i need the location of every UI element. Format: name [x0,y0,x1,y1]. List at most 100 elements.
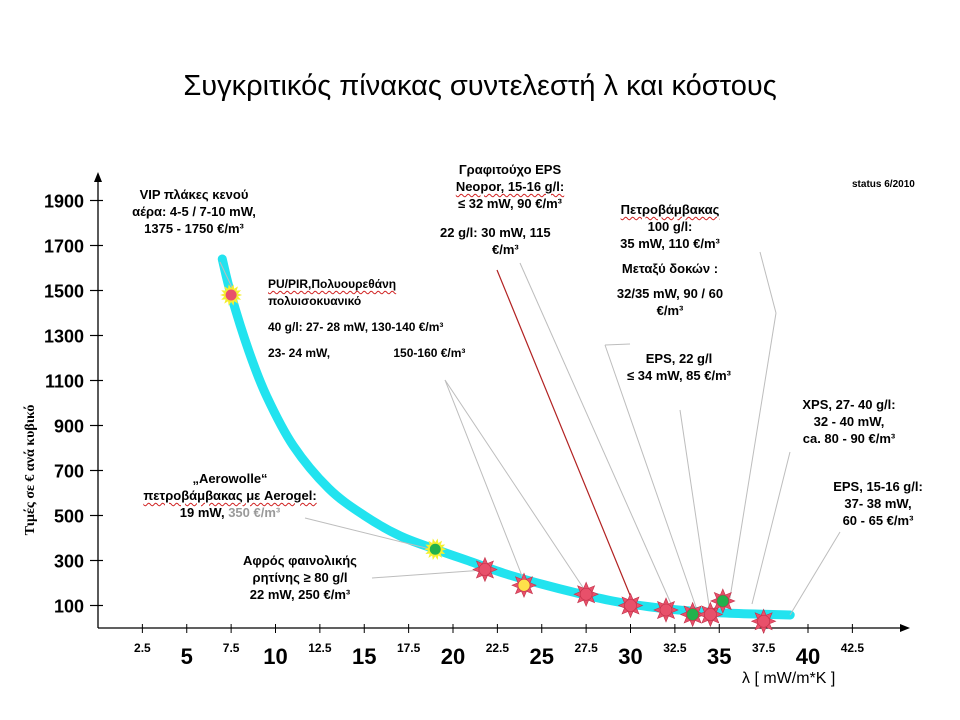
leader-stonewool-b [729,312,777,599]
annotation-pu-line4-b: 150-160 €/m³ [393,346,466,360]
data-point [653,597,679,623]
x-tick-label: 40 [796,644,820,669]
y-tick-label: 1100 [45,372,84,392]
leader-graphite-red [496,269,633,601]
status-label: status 6/2010 [852,179,915,190]
annotation-aerowolle-line2: πετροβάμβακας με Aerogel: [143,488,317,503]
annotation-pu-line2: πολυισοκυανικό [268,294,362,308]
x-tick-label: 37.5 [752,641,776,655]
x-tick-label: 7.5 [223,641,240,655]
y-tick-label: 300 [54,552,84,572]
annotation-graphite-head: Γραφιτούχο EPS Neopor, 15-16 g/l: ≤ 32 m… [440,161,570,212]
data-point [472,556,498,583]
point-core [686,608,699,621]
annotation-eps15: EPS, 15-16 g/l: 37- 38 mW, 60 - 65 €/m³ [818,478,938,529]
annotation-aerowolle: „Aerowolle“ πετροβάμβακας με Aerogel: 19… [130,470,330,521]
x-tick-label: 2.5 [134,641,151,655]
x-tick-label: 20 [441,644,465,669]
annotation-stonewool-line2: 100 g/l: [647,219,693,234]
y-axis-label: Τιμές σε € ανά κυβικό [23,405,38,536]
annotation-phenolic-line1: Αφρός φαινολικής [243,553,357,568]
x-tick-label: 42.5 [841,641,865,655]
y-tick-label: 1300 [44,327,84,347]
leader-phenolic [371,569,485,579]
annotation-xps-line1: XPS, 27- 40 g/l: [802,397,896,412]
y-tick-label: 1700 [44,237,84,257]
x-ticks: 2.5 5 7.5 10 12.5 15 17.5 20 22.5 25 27.5 30 32.5 35 3… [134,624,864,669]
annotation-graphite-line3: ≤ 32 mW, 90 €/m³ [458,196,562,211]
point-core [659,603,673,617]
leader-pu-40 [444,379,587,593]
point-core [517,578,531,592]
leader-graphite [519,262,673,607]
data-point [710,588,736,614]
annotation-vip-line3: 1375 - 1750 €/m³ [144,221,244,236]
data-point [750,608,777,635]
point-core [429,543,441,555]
annotation-vip: VIP πλάκες κενού αέρα: 4-5 / 7-10 mW, 13… [118,186,270,237]
leader-eps15 [789,531,841,616]
annotation-graphite-line2: Neopor, 15-16 g/l: [455,179,565,194]
annotation-pu-line4: 23- 24 mW, 150-160 €/m³ [268,345,465,362]
annotation-phenolic-line2: ρητίνης ≥ 80 g/l [252,570,348,585]
leader-pu-23 [444,379,525,582]
y-tick-label: 1900 [44,192,84,212]
curve-layer [217,254,795,620]
annotation-stonewool-line4: Μεταξύ δοκών : [621,261,719,276]
x-tick-label: 17.5 [397,641,421,655]
annotation-stonewool-line5: 32/35 mW, 90 / 60 [616,286,724,301]
annotation-stonewool-line1: Πετροβάμβακας [620,202,720,217]
y-tick-label: 1500 [44,282,84,302]
x-axis-label: λ [ mW/m*K ] [742,670,835,687]
x-tick-label: 5 [181,644,193,669]
annotation-stonewool: Πετροβάμβακας 100 g/l: 35 mW, 110 €/m³ Μ… [600,201,740,319]
y-tick-label: 900 [54,417,84,437]
series-line [217,254,795,620]
annotation-pu-line3: 40 g/l: 27- 28 mW, 130-140 €/m³ [268,320,444,334]
annotation-phenolic-line3: 22 mW, 250 €/m³ [249,587,351,602]
annotation-vip-line1: VIP πλάκες κενού [139,187,249,202]
leader-aerowolle [304,517,431,550]
data-point [220,284,243,306]
x-tick-label: 22.5 [486,641,510,655]
annotation-aerowolle-line3-a: 19 mW, [179,505,225,520]
point-core [478,563,492,576]
point-core [704,608,717,621]
x-tick-label: 32.5 [663,641,687,655]
points-layer [220,284,777,635]
annotation-aerowolle-line1: „Aerowolle“ [192,471,268,486]
annotation-vip-line2: αέρα: 4-5 / 7-10 mW, [132,204,256,219]
x-tick-label: 15 [352,644,376,669]
x-tick-label: 25 [530,644,554,669]
data-point [511,572,537,599]
annotation-eps15-line3: 60 - 65 €/m³ [842,513,914,528]
x-tick-label: 27.5 [574,641,598,655]
y-tick-label: 500 [54,507,84,527]
annotation-stonewool-line3: 35 mW, 110 €/m³ [620,236,720,251]
annotation-stonewool-line6: €/m³ [656,303,684,318]
annotation-graphite-line4: 22 g/l: 30 mW, 115 [440,225,551,240]
annotation-graphite-line5: €/m³ [492,242,519,257]
point-core [716,594,730,608]
y-axis-arrow [94,172,102,182]
annotation-xps-line3: ca. 80 - 90 €/m³ [802,431,896,446]
annotation-xps: XPS, 27- 40 g/l: 32 - 40 mW, ca. 80 - 90… [784,396,914,447]
y-tick-label: 100 [54,597,84,617]
y-tick-label: 700 [54,462,84,482]
point-core [579,587,593,601]
point-core [225,289,237,301]
data-point [424,538,447,560]
annotation-eps22-line1: EPS, 22 g/l [645,351,713,366]
x-tick-label: 12.5 [308,641,332,655]
leader-eps22 [679,409,711,613]
annotation-pu-line1: PU/PIR,Πολυουρεθάνη [268,277,397,291]
y-ticks: 100 300 500 700 900 1100 1300 1500 1700 1900 [44,192,103,617]
annotation-graphite: Γραφιτούχο EPS Neopor, 15-16 g/l: ≤ 32 m… [440,161,570,258]
annotation-aerowolle-line3-b: 350 €/m³ [228,505,281,520]
data-point [573,581,599,608]
annotation-xps-line2: 32 - 40 mW, [813,414,885,429]
annotation-eps15-line1: EPS, 15-16 g/l: [833,479,923,494]
data-point [679,601,706,628]
annotation-graphite-line1: Γραφιτούχο EPS [458,162,562,177]
annotation-eps15-line2: 37- 38 mW, [844,496,912,511]
